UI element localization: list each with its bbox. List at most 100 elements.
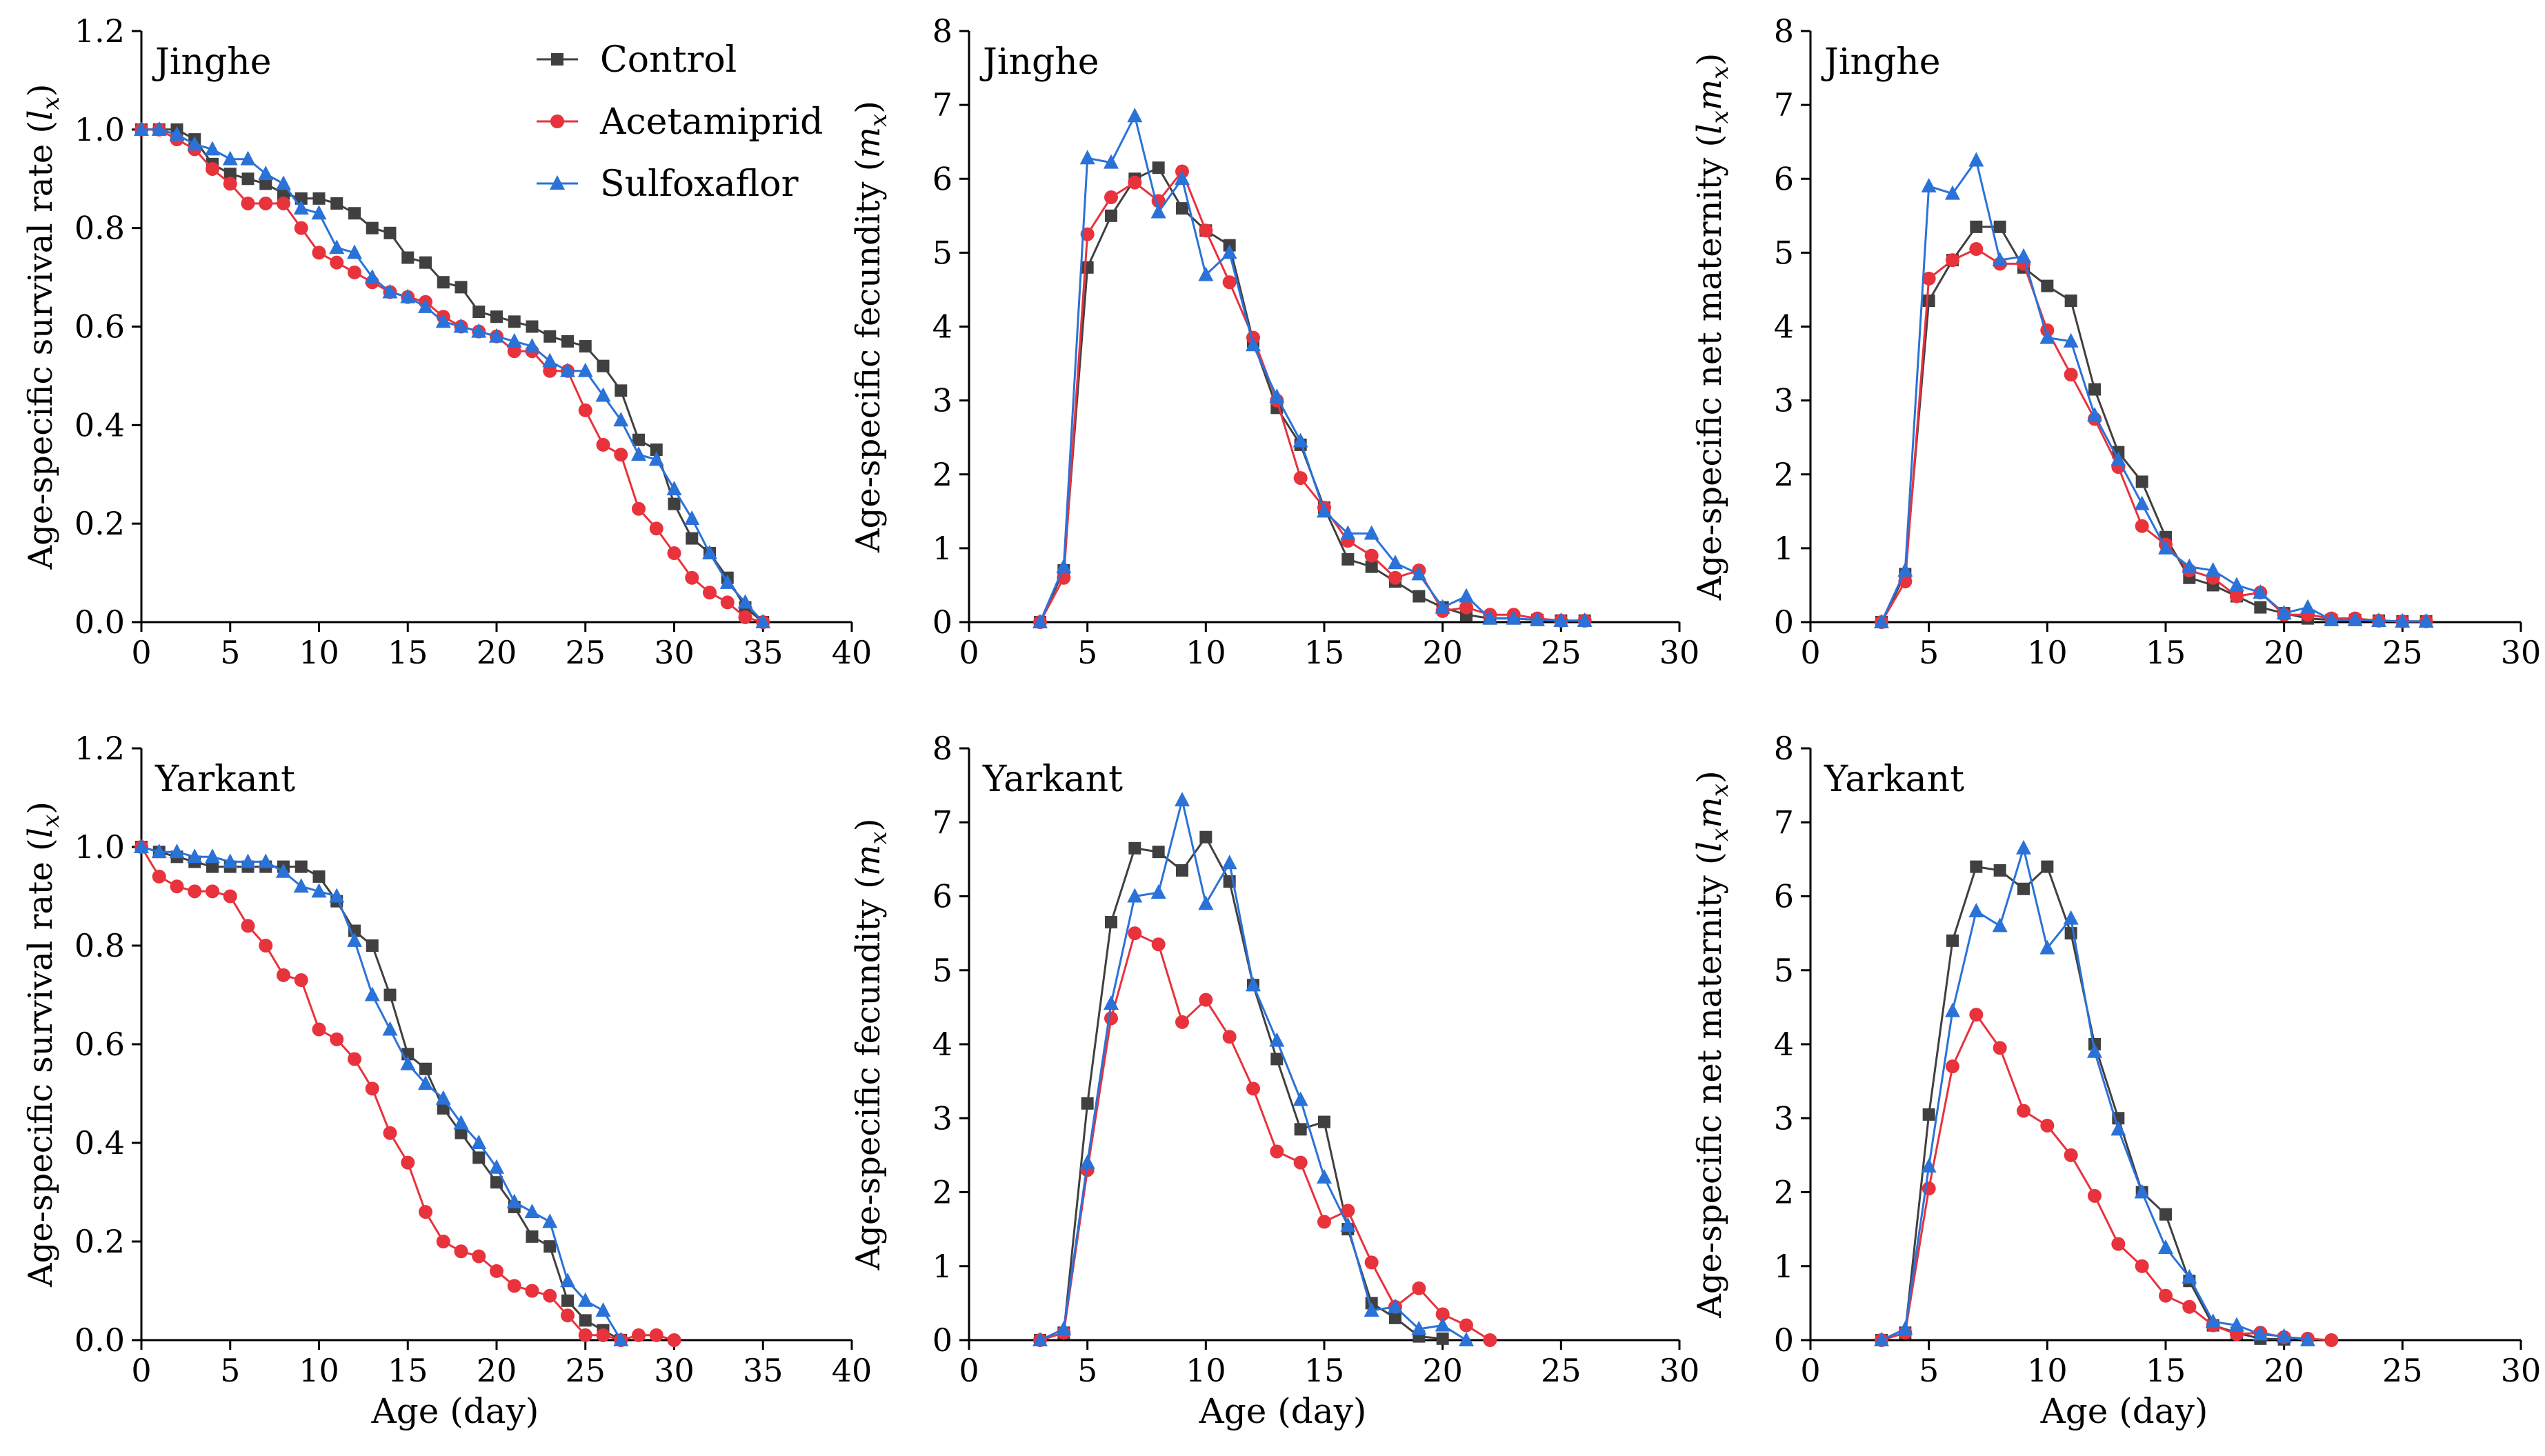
- data-point: [667, 546, 681, 561]
- data-point: [1150, 203, 1166, 219]
- x-tick-label: 40: [832, 1352, 872, 1389]
- data-point: [295, 860, 308, 873]
- data-point: [632, 1328, 646, 1342]
- data-point: [366, 221, 379, 235]
- data-point: [347, 244, 362, 259]
- data-point: [1269, 388, 1285, 403]
- y-tick-label: 1.2: [74, 730, 125, 767]
- data-point: [2017, 1104, 2030, 1118]
- data-point: [1221, 244, 1237, 259]
- data-point: [561, 1294, 574, 1307]
- data-point: [222, 150, 238, 166]
- data-point: [1970, 860, 1983, 873]
- data-point: [1969, 1008, 1984, 1022]
- x-tick-label: 25: [565, 634, 606, 671]
- data-point: [437, 276, 450, 289]
- data-point: [472, 1249, 486, 1264]
- data-point: [1318, 1115, 1330, 1128]
- data-point: [1175, 170, 1190, 186]
- data-point: [241, 172, 254, 186]
- data-point: [1199, 993, 1213, 1007]
- data-point: [2110, 1121, 2126, 1136]
- data-point: [649, 1328, 663, 1342]
- data-point: [2276, 605, 2292, 620]
- data-point: [293, 878, 309, 893]
- data-point: [1412, 1281, 1426, 1295]
- data-point: [1435, 599, 1450, 614]
- series-line: [140, 846, 675, 1342]
- x-axis-label: Age (day): [371, 1391, 539, 1431]
- data-point: [526, 1230, 539, 1243]
- x-tick-label: 0: [1800, 1352, 1820, 1389]
- x-tick-label: 40: [832, 634, 872, 671]
- x-tick-label: 15: [1304, 1352, 1345, 1389]
- location-label: Yarkant: [1824, 759, 1964, 800]
- data-point: [1105, 209, 1117, 222]
- data-point: [1459, 1318, 1473, 1333]
- data-point: [2134, 495, 2150, 510]
- data-point: [1104, 995, 1119, 1010]
- data-point: [1176, 864, 1188, 877]
- data-point: [1246, 337, 1261, 352]
- data-point: [1222, 275, 1237, 290]
- data-point: [383, 226, 397, 239]
- data-point: [134, 839, 149, 853]
- x-tick-label: 10: [2027, 634, 2068, 671]
- data-point: [507, 1279, 521, 1293]
- y-tick-label: 7: [932, 804, 952, 841]
- data-point: [578, 403, 592, 417]
- data-point: [2253, 1326, 2268, 1341]
- data-point: [1104, 1011, 1118, 1026]
- data-point: [648, 451, 664, 466]
- data-point: [169, 844, 185, 859]
- data-point: [2016, 839, 2031, 855]
- data-point: [579, 1314, 592, 1327]
- data-point: [1946, 253, 1959, 268]
- data-point: [508, 315, 521, 328]
- series-line: [1880, 226, 2426, 623]
- data-point: [632, 433, 645, 446]
- data-point: [2064, 295, 2077, 308]
- data-point: [1105, 916, 1117, 929]
- data-point: [188, 884, 202, 899]
- y-tick-label: 6: [1774, 878, 1794, 915]
- y-tick-label: 1: [1774, 1248, 1794, 1285]
- data-point: [311, 205, 327, 220]
- data-point: [258, 166, 274, 181]
- y-tick-label: 3: [932, 1099, 952, 1137]
- data-point: [720, 595, 735, 610]
- data-point: [1435, 1307, 1450, 1322]
- data-point: [2324, 611, 2339, 626]
- data-point: [613, 1332, 629, 1346]
- data-point: [490, 1176, 503, 1189]
- data-point: [1506, 610, 1521, 625]
- y-tick-label: 2: [932, 456, 952, 493]
- x-tick-label: 5: [1919, 634, 1939, 671]
- data-point: [2063, 910, 2079, 925]
- data-point: [2158, 1239, 2173, 1254]
- x-tick-label: 20: [2264, 1352, 2304, 1389]
- data-point: [2088, 1188, 2102, 1203]
- data-point: [1079, 150, 1095, 165]
- data-point: [1459, 1332, 1474, 1346]
- data-point: [2134, 1184, 2150, 1199]
- y-tick-label: 4: [1774, 308, 1794, 346]
- x-tick-label: 10: [1186, 634, 1226, 671]
- data-point: [329, 888, 345, 903]
- y-axis-label: Age-specific survival rate (lx): [21, 84, 65, 570]
- series-line: [1881, 864, 2284, 1342]
- y-tick-label: 4: [932, 1026, 952, 1063]
- data-point: [1104, 154, 1119, 169]
- legend-label: Sulfoxaflor: [600, 163, 799, 205]
- legend-marker: [551, 53, 563, 66]
- data-point: [1364, 525, 1379, 540]
- data-point: [1435, 1317, 1450, 1332]
- data-point: [205, 848, 220, 864]
- data-point: [259, 196, 273, 210]
- y-tick-label: 1.2: [74, 12, 125, 50]
- y-tick-label: 0.8: [74, 927, 125, 964]
- data-point: [364, 269, 380, 284]
- x-tick-label: 25: [2382, 1352, 2423, 1389]
- data-point: [1270, 1053, 1284, 1066]
- data-point: [277, 196, 290, 210]
